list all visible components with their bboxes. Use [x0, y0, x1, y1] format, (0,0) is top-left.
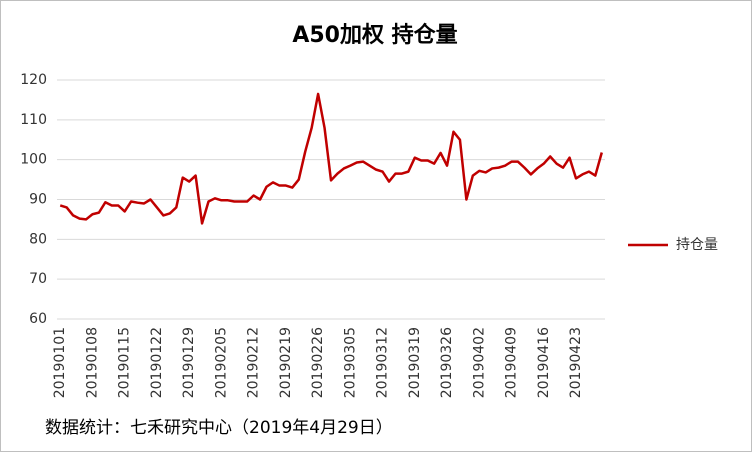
- y-tick-label: 80: [29, 231, 47, 247]
- x-tick-label: 20190212: [246, 327, 262, 398]
- x-tick-label: 20190108: [84, 327, 100, 398]
- x-tick-label: 20190312: [375, 327, 391, 398]
- x-tick-label: 20190409: [504, 327, 520, 398]
- x-tick-label: 20190115: [117, 327, 133, 398]
- legend-label: 持仓量: [676, 237, 718, 253]
- y-tick-label: 100: [20, 152, 47, 168]
- x-tick-label: 20190226: [310, 327, 326, 398]
- x-tick-label: 20190122: [149, 327, 165, 398]
- y-tick-label: 110: [20, 112, 47, 128]
- x-tick-label: 20190219: [278, 327, 294, 398]
- x-tick-label: 20190205: [213, 327, 229, 398]
- x-tick-label: 20190423: [568, 327, 584, 398]
- line-series: [59, 92, 603, 225]
- y-tick-label: 70: [29, 271, 47, 287]
- y-tick-label: 60: [29, 311, 47, 327]
- chart-title: A50加权 持仓量: [292, 22, 457, 48]
- y-tick-label: 90: [29, 192, 47, 208]
- x-tick-label: 20190129: [181, 327, 197, 398]
- x-tick-label: 20190319: [407, 327, 423, 398]
- x-tick-label: 20190416: [536, 327, 552, 398]
- x-tick-label: 20190101: [52, 327, 68, 398]
- y-tick-label: 120: [20, 72, 47, 88]
- x-tick-label: 20190326: [439, 327, 455, 398]
- x-tick-label: 20190402: [471, 327, 487, 398]
- x-tick-label: 20190305: [342, 327, 358, 398]
- footnote: 数据统计：七禾研究中心（2019年4月29日）: [45, 418, 393, 438]
